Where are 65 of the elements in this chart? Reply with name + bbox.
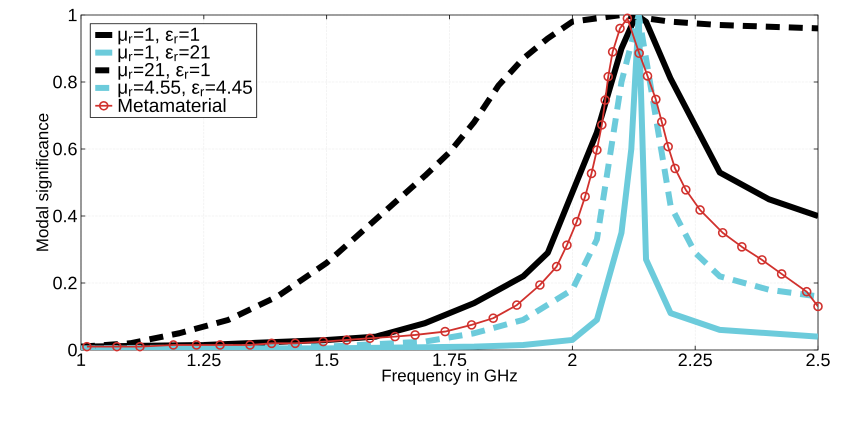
legend-label: μ$_{r}$=1, ε$_{r}$=1 [118, 28, 200, 44]
point [266, 338, 276, 348]
point [572, 216, 582, 226]
point [718, 228, 728, 238]
point [597, 120, 607, 130]
point [535, 280, 545, 290]
legend-label: μ$_{r}$=4.55, ε$_{r}$=4.45 [118, 80, 252, 98]
y-tick-label: 1 [68, 8, 77, 22]
point [318, 336, 328, 346]
x-tick-label: 1.25 [188, 354, 221, 366]
point [82, 342, 92, 352]
point [737, 242, 747, 252]
point [390, 332, 400, 342]
point [757, 255, 767, 265]
point [615, 24, 625, 34]
point [592, 145, 602, 155]
point [112, 342, 122, 352]
y-axis-title: Modal significance [36, 114, 52, 251]
point [681, 185, 691, 195]
y-tick-label: 0.4 [53, 210, 77, 222]
point [802, 286, 812, 297]
legend-label: μ$_{r}$=1, ε$_{r}$=21 [118, 45, 210, 62]
point [215, 340, 225, 350]
legend-label: μ$_{r}$=21, ε$_{r}$=1 [118, 62, 210, 80]
point [410, 330, 420, 340]
legend-label: Metamaterial [118, 98, 226, 112]
point [603, 72, 614, 82]
x-axis-title: Frequency in GHz [382, 369, 517, 385]
point [488, 313, 498, 323]
point [813, 302, 823, 312]
point [642, 71, 652, 81]
point [192, 340, 202, 350]
point [586, 168, 596, 178]
point [600, 95, 610, 105]
point [168, 340, 178, 350]
y-tick-label: 0.6 [53, 142, 77, 156]
point [290, 338, 300, 348]
point [656, 117, 667, 127]
point [776, 269, 786, 279]
x-tick-label: 2.5 [806, 354, 830, 366]
point [670, 164, 680, 174]
point [580, 192, 590, 202]
y-tick-label: 0 [68, 344, 77, 356]
x-tick-label: 1.75 [433, 354, 466, 366]
point [466, 320, 476, 330]
point [440, 326, 450, 336]
point [634, 48, 644, 58]
point [651, 94, 661, 104]
point [135, 342, 145, 352]
point [695, 205, 705, 215]
y-tick-label: 0.8 [53, 76, 77, 88]
point [365, 333, 375, 344]
point [512, 300, 522, 310]
point [622, 14, 632, 24]
point [245, 340, 255, 350]
x-tick-label: 2 [568, 354, 576, 366]
point [663, 142, 673, 152]
y-tick-label: 0.2 [53, 276, 77, 290]
x-tick-label: 1 [77, 354, 86, 366]
point [342, 335, 352, 345]
x-tick-label: 2.25 [678, 354, 712, 366]
point [562, 240, 572, 250]
point [608, 47, 618, 57]
x-tick-label: 1.5 [316, 354, 338, 366]
point [552, 262, 562, 272]
